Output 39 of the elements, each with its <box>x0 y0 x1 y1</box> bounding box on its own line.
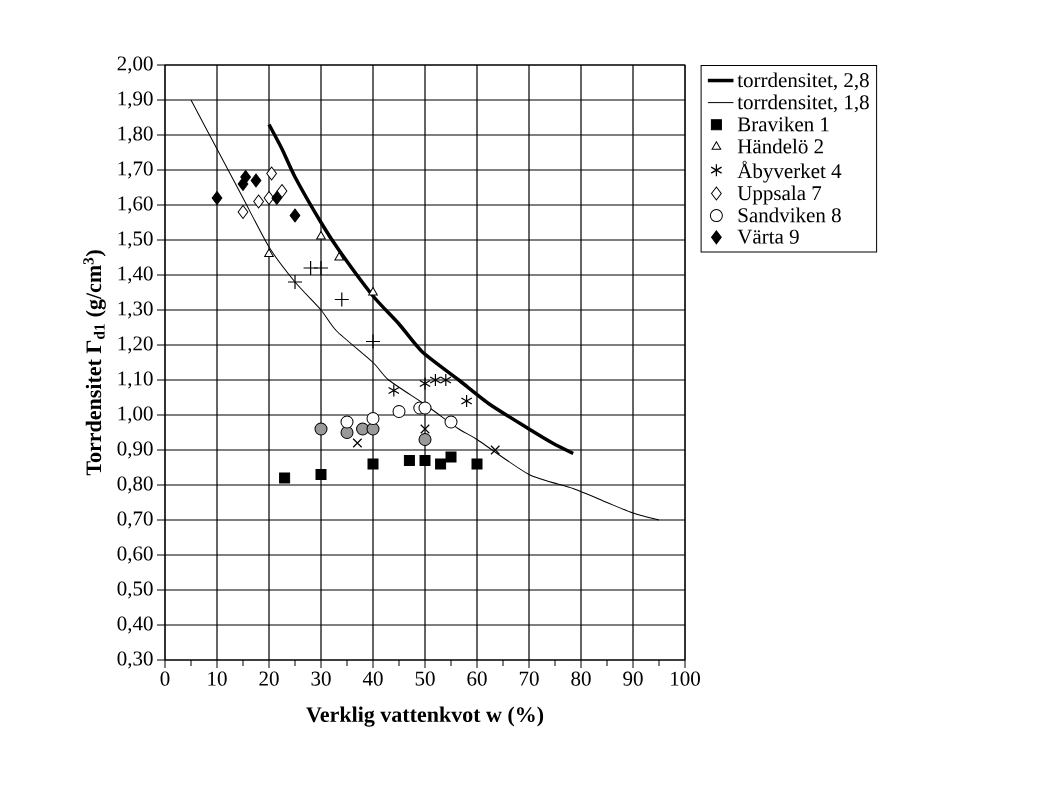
legend-label: Braviken 1 <box>737 116 829 132</box>
y-tick-label: 1,90 <box>118 91 153 109</box>
x-axis-title: Verklig vattenkvot w (%) <box>306 706 544 727</box>
y-tick-label: 1,00 <box>118 406 153 424</box>
y-tick-label: 1,20 <box>118 336 153 354</box>
x-tick-label: 80 <box>571 671 591 686</box>
x-tick-label: 40 <box>362 671 383 686</box>
x-tick-label: 100 <box>671 671 700 686</box>
x-tick-label: 10 <box>208 671 227 686</box>
y-tick-label: 0,80 <box>117 476 153 494</box>
y-tick-label: 0,50 <box>117 581 153 599</box>
y-tick-label: 0,90 <box>117 441 153 459</box>
y-tick-label: 1,60 <box>118 196 153 214</box>
x-tick-label: 90 <box>623 671 643 686</box>
y-tick-label: 1,30 <box>118 301 153 319</box>
x-tick-label: 70 <box>519 671 539 686</box>
y-tick-label: 1,70 <box>118 161 153 179</box>
legend-label: torrdensitet, 1,8 <box>737 94 869 113</box>
y-tick-label: 1,10 <box>118 371 153 389</box>
y-tick-label: 2,00 <box>117 56 153 74</box>
legend-label: Händelö 2 <box>737 138 823 154</box>
legend-label: Uppsala 7 <box>737 185 822 205</box>
x-tick-label: 30 <box>311 671 331 686</box>
y-axis-title: Torrdensitet Γ$_{d1}$ (g/cm$^{3}$) <box>83 250 106 476</box>
legend-label: Åbyverket 4 <box>737 160 842 183</box>
x-tick-label: 50 <box>415 671 435 686</box>
y-tick-label: 0,60 <box>117 546 153 564</box>
y-tick-label: 0,40 <box>117 616 153 634</box>
y-tick-label: 1,50 <box>118 231 153 249</box>
legend-label: Sandviken 8 <box>738 207 841 223</box>
legend-label: Värta 9 <box>737 229 799 244</box>
y-tick-label: 1,40 <box>118 266 153 284</box>
x-tick-label: 60 <box>467 671 487 686</box>
x-tick-label: 0 <box>160 671 170 686</box>
x-tick-label: 20 <box>259 671 279 686</box>
y-tick-label: 1,80 <box>118 126 153 144</box>
y-tick-label: 0,70 <box>117 511 153 529</box>
legend-label: torrdensitet, 2,8 <box>737 72 869 91</box>
y-tick-label: 0,30 <box>117 651 153 669</box>
